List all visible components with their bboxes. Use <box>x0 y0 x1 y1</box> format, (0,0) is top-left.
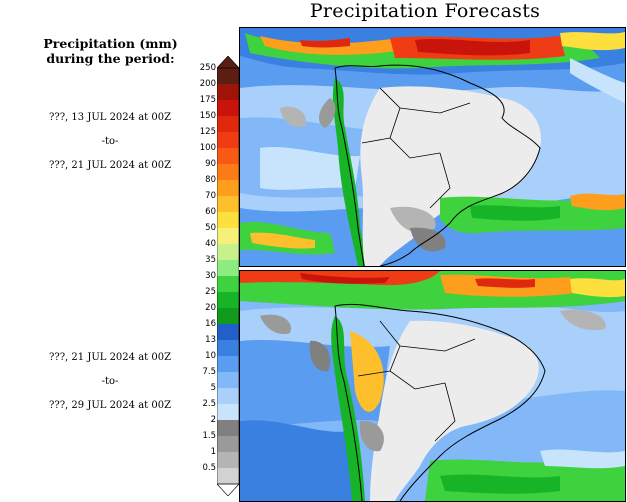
colorbar-swatch <box>217 148 239 165</box>
colorbar-swatch <box>217 388 239 405</box>
period-2-label: ???, 21 JUL 2024 at 00Z -to- ???, 29 JUL… <box>35 346 185 418</box>
colorbar-swatch <box>217 68 239 85</box>
colorbar-tick-label: 7.5 <box>202 367 216 377</box>
period-1-end: ???, 21 JUL 2024 at 00Z <box>48 160 172 171</box>
colorbar-swatch <box>217 404 239 421</box>
colorbar-tick-label: 175 <box>199 95 216 105</box>
colorbar-tick-label: 5 <box>210 383 216 393</box>
colorbar-swatch <box>217 436 239 453</box>
colorbar-tick-label: 13 <box>205 335 216 345</box>
legend-header-line2: during the period: <box>46 51 175 66</box>
precip-map-2 <box>240 271 625 501</box>
colorbar-tick-label: 200 <box>199 79 216 89</box>
colorbar-swatch <box>217 244 239 261</box>
colorbar-tick-label: 30 <box>205 271 216 281</box>
colorbar-swatch <box>217 180 239 197</box>
colorbar-swatch <box>217 100 239 117</box>
page-title: Precipitation Forecasts <box>309 0 541 22</box>
colorbar-swatch <box>217 340 239 357</box>
colorbar-tick-label: 90 <box>205 159 216 169</box>
colorbar-swatch <box>217 260 239 277</box>
colorbar-tick-label: 60 <box>205 207 216 217</box>
period-2-start: ???, 21 JUL 2024 at 00Z <box>48 352 172 363</box>
colorbar-swatch <box>217 292 239 309</box>
colorbar-swatch <box>217 228 239 245</box>
colorbar-tick-label: 1.5 <box>202 431 216 441</box>
colorbar-tick-label: 2.5 <box>202 399 216 409</box>
colorbar-tick-label: 150 <box>199 111 216 121</box>
colorbar-swatch <box>217 468 239 485</box>
colorbar-swatch <box>217 372 239 389</box>
colorbar-swatch <box>217 116 239 133</box>
map-panel-period-2 <box>239 270 626 502</box>
period-1-start: ???, 13 JUL 2024 at 00Z <box>48 112 172 123</box>
colorbar-swatch <box>217 420 239 437</box>
period-1-separator: -to- <box>101 136 119 147</box>
legend-header: Precipitation (mm) during the period: <box>38 36 183 66</box>
colorbar-swatch <box>217 132 239 149</box>
colorbar-tick-label: 0.5 <box>202 463 216 473</box>
colorbar-tick-label: 70 <box>205 191 216 201</box>
period-2-end: ???, 29 JUL 2024 at 00Z <box>48 400 172 411</box>
colorbar-min-arrow <box>217 483 239 496</box>
period-1-label: ???, 13 JUL 2024 at 00Z -to- ???, 21 JUL… <box>35 106 185 178</box>
precip-map-1 <box>240 28 625 266</box>
colorbar-tick-label: 50 <box>205 223 216 233</box>
colorbar-tick-label: 16 <box>205 319 216 329</box>
colorbar-tick-label: 25 <box>205 287 216 297</box>
map-panel-period-1 <box>239 27 626 267</box>
colorbar-max-arrow <box>217 56 239 69</box>
colorbar-swatch <box>217 308 239 325</box>
colorbar-tick-label: 40 <box>205 239 216 249</box>
period-2-separator: -to- <box>101 376 119 387</box>
colorbar-tick-label: 100 <box>199 143 216 153</box>
colorbar-swatch <box>217 356 239 373</box>
colorbar-swatch <box>217 276 239 293</box>
colorbar-tick-label: 125 <box>199 127 216 137</box>
colorbar-swatch <box>217 84 239 101</box>
colorbar-tick-label: 20 <box>205 303 216 313</box>
colorbar-swatch <box>217 212 239 229</box>
colorbar-tick-label: 10 <box>205 351 216 361</box>
colorbar <box>217 56 239 496</box>
legend-header-line1: Precipitation (mm) <box>43 36 178 51</box>
colorbar-tick-label: 250 <box>199 63 216 73</box>
colorbar-swatch <box>217 164 239 181</box>
colorbar-swatch <box>217 324 239 341</box>
colorbar-tick-label: 80 <box>205 175 216 185</box>
colorbar-swatch <box>217 452 239 469</box>
colorbar-swatch <box>217 196 239 213</box>
colorbar-tick-label: 35 <box>205 255 216 265</box>
colorbar-tick-label: 2 <box>210 415 216 425</box>
colorbar-tick-label: 1 <box>210 447 216 457</box>
